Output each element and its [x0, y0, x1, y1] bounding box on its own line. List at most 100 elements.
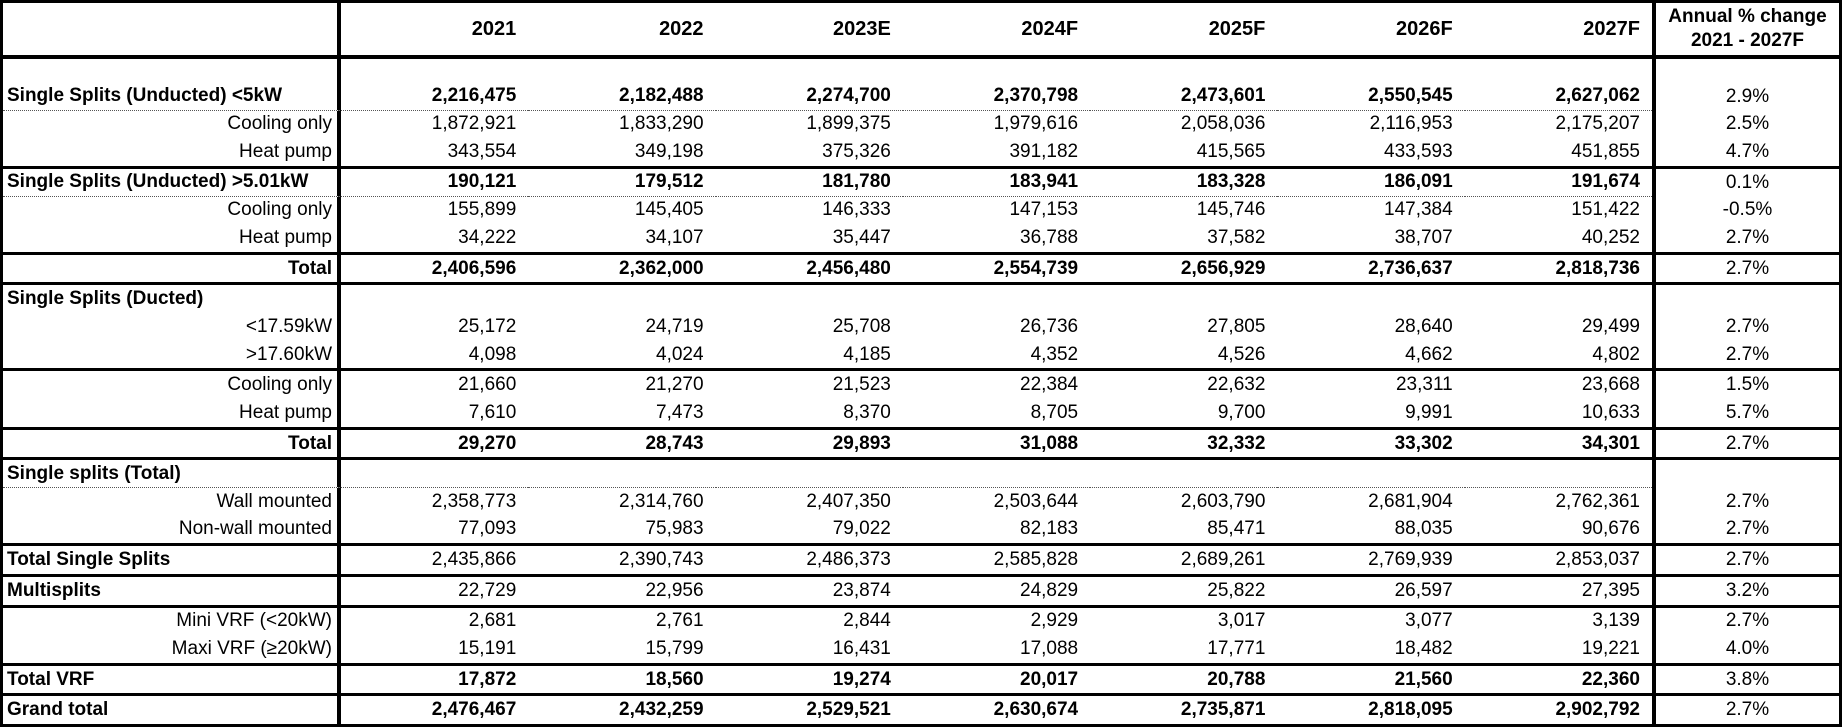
value-cell: 31,088 [1020, 432, 1079, 454]
value-cell: 21,523 [832, 374, 891, 396]
value-cell: 21,560 [1394, 668, 1453, 690]
value-cell: 2,216,475 [341, 83, 529, 111]
value-cell: 4,024 [656, 343, 704, 365]
value-cell [903, 59, 1090, 83]
value-cell: 18,482 [1394, 637, 1453, 659]
value-cell: 2,550,545 [1277, 83, 1465, 111]
table-row: Single Splits (Unducted) >5.01kW 190,121 1… [3, 168, 1839, 197]
value-cell: 183,941 [902, 169, 1091, 197]
value-cell [1090, 285, 1277, 313]
value-cell: 2,432,259 [619, 699, 704, 721]
row-label: Total VRF [3, 665, 341, 694]
table-row: Cooling only 155,899 145,405 146,333 147,153… [3, 196, 1839, 225]
row-label: Single splits (Total) [3, 460, 341, 488]
annual-change-cell: 1.5% [1651, 371, 1839, 400]
row-label: Total [3, 429, 341, 458]
value-cell: 21,660 [458, 374, 517, 396]
table-row: Grand total 2,476,467 2,432,259 2,529,521 2,… [3, 696, 1839, 724]
value-cell: 186,091 [1277, 169, 1465, 197]
value-cell [1277, 59, 1464, 83]
table-body: Single Splits (Unducted) <5kW 2,216,475 2,… [3, 59, 1839, 724]
value-cell: 27,805 [1207, 315, 1266, 337]
value-cell: 17,771 [1207, 637, 1266, 659]
value-cell: 343,554 [447, 141, 517, 163]
table-row: Multisplits 22,729 22,956 23,874 24,829 25,82… [3, 576, 1839, 608]
value-cell: 26,736 [1020, 315, 1079, 337]
table-row: Non-wall mounted 77,093 75,983 79,022 82,183… [3, 515, 1839, 547]
year-header-2024f: 2024F [1021, 17, 1079, 40]
value-cell [1277, 285, 1464, 313]
annual-change-cell: 2.7% [1651, 487, 1839, 516]
value-cell: 2,585,828 [993, 549, 1079, 571]
annual-change-cell: 2.7% [1651, 340, 1839, 369]
value-cell: 9,991 [1405, 401, 1453, 423]
value-cell: 451,855 [1571, 141, 1640, 163]
value-cell: 34,301 [1581, 432, 1640, 454]
value-cell: 2,630,674 [993, 699, 1079, 721]
value-cell: 3,077 [1405, 610, 1453, 632]
value-cell: 2,902,792 [1555, 699, 1640, 721]
value-cell: 2,175,207 [1555, 113, 1640, 135]
row-label: Non-wall mounted [3, 515, 341, 544]
value-cell: 2,314,760 [619, 490, 704, 512]
value-cell: 1,979,616 [993, 113, 1079, 135]
value-cell: 33,302 [1394, 432, 1453, 454]
value-cell: 79,022 [832, 518, 891, 540]
value-cell: 2,406,596 [431, 257, 517, 279]
year-header-2022: 2022 [659, 17, 704, 40]
annual-change-cell [1651, 285, 1839, 314]
value-cell: 2,554,739 [993, 257, 1079, 279]
value-cell: 15,191 [458, 637, 517, 659]
value-cell: 24,719 [645, 315, 704, 337]
value-cell: 25,172 [458, 315, 517, 337]
value-cell [1090, 59, 1277, 83]
annual-change-cell: 4.7% [1651, 138, 1839, 166]
table-row: Total VRF 17,872 18,560 19,274 20,017 20,788 2… [3, 665, 1839, 697]
row-label [3, 59, 341, 83]
value-cell [902, 460, 1091, 488]
year-header-2023e: 2023E [833, 17, 891, 40]
value-cell: 10,633 [1581, 401, 1640, 423]
row-label: Cooling only [3, 196, 341, 225]
value-cell: 2,681,904 [1368, 490, 1453, 512]
value-cell [716, 285, 903, 313]
table-row: <17.59kW 25,172 24,719 25,708 26,736 27,805 28… [3, 313, 1839, 341]
value-cell: 85,471 [1207, 518, 1266, 540]
value-cell: 179,512 [528, 169, 716, 197]
value-cell: 147,153 [1009, 199, 1079, 221]
value-cell: 2,762,361 [1555, 490, 1640, 512]
value-cell: 4,185 [843, 343, 891, 365]
value-cell: 18,560 [645, 668, 704, 690]
row-label: Single Splits (Unducted) <5kW [3, 83, 341, 111]
value-cell: 7,610 [468, 401, 517, 423]
value-cell: 9,700 [1217, 401, 1266, 423]
value-cell: 1,899,375 [806, 113, 891, 135]
value-cell: 3,139 [1592, 610, 1640, 632]
value-cell: 26,597 [1394, 579, 1453, 601]
annual-change-cell: 2.5% [1651, 110, 1839, 139]
value-cell: 2,681 [468, 610, 517, 632]
row-label: Single Splits (Unducted) >5.01kW [3, 168, 341, 197]
value-cell: 29,270 [458, 432, 517, 454]
value-cell: 2,769,939 [1368, 549, 1453, 571]
value-cell: 391,182 [1009, 141, 1079, 163]
value-cell: 2,735,871 [1180, 699, 1266, 721]
value-cell: 77,093 [458, 518, 517, 540]
value-cell: 2,853,037 [1555, 549, 1640, 571]
annual-change-cell [1651, 59, 1839, 83]
row-label: Total Single Splits [3, 546, 341, 574]
value-cell: 183,328 [1090, 169, 1278, 197]
value-cell [341, 460, 529, 488]
table-row: Single splits (Total) [3, 460, 1839, 488]
value-cell: 17,872 [458, 668, 517, 690]
value-cell [1277, 460, 1465, 488]
value-cell: 4,352 [1030, 343, 1079, 365]
value-cell: 2,116,953 [1369, 113, 1453, 135]
row-label: Single Splits (Ducted) [3, 285, 341, 314]
value-cell: 146,333 [822, 199, 891, 221]
table-header-row: 2021 2022 2023E 2024F 2025F 2026F 2027F … [3, 3, 1839, 59]
value-cell: 3,017 [1217, 610, 1266, 632]
table-row [3, 59, 1839, 83]
value-cell [1465, 285, 1652, 313]
row-label: Cooling only [3, 371, 341, 400]
